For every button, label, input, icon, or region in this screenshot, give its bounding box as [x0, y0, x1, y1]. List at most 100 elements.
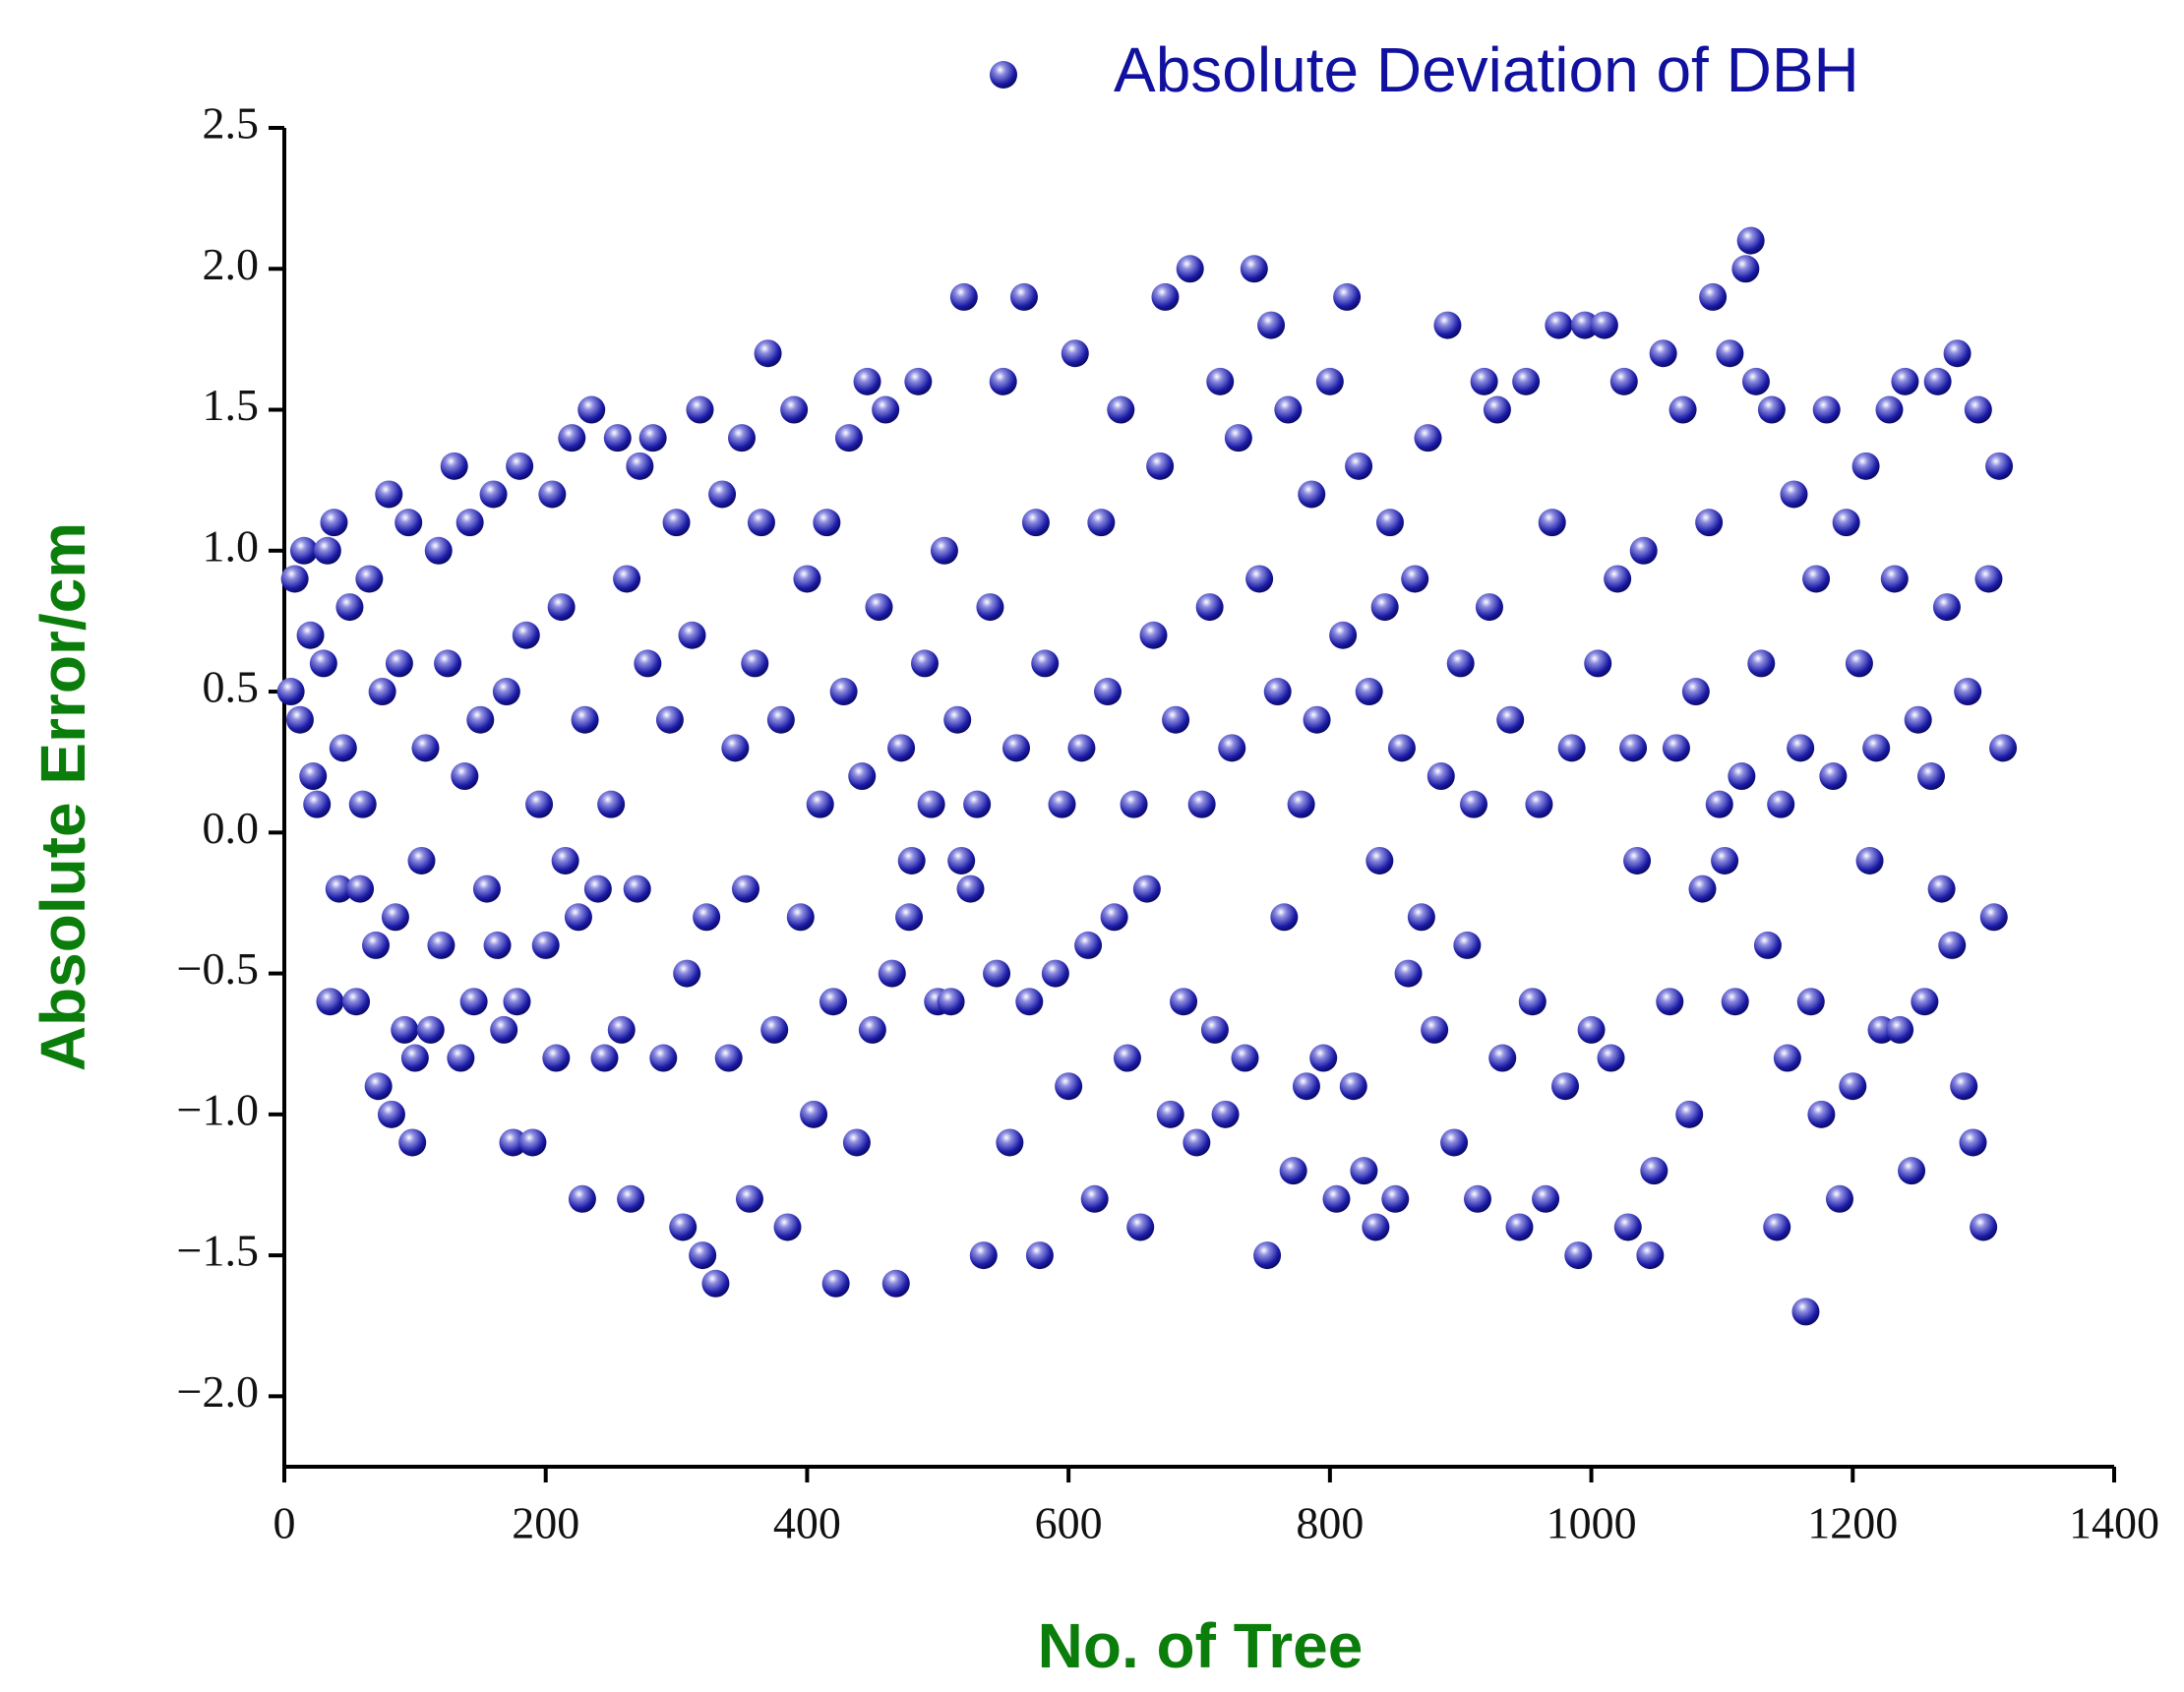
point [416, 1015, 445, 1044]
y-tick-label: 0.0 [203, 803, 260, 853]
x-tick-label: 0 [273, 1498, 296, 1548]
point [1257, 311, 1286, 339]
point [1721, 988, 1749, 1016]
point [1309, 1044, 1338, 1072]
point [1773, 1044, 1801, 1072]
point [335, 593, 364, 622]
point [1763, 1213, 1791, 1241]
point [1604, 565, 1632, 593]
point [1979, 903, 2008, 932]
point [1206, 367, 1235, 395]
point [1570, 311, 1599, 339]
point [1812, 395, 1841, 424]
point [853, 367, 881, 395]
point [289, 536, 318, 565]
point [1974, 565, 2003, 593]
point [564, 903, 592, 932]
point [490, 1015, 518, 1044]
point [434, 649, 462, 678]
point [947, 846, 976, 875]
point [842, 1128, 871, 1157]
point [1551, 1072, 1579, 1101]
point [455, 509, 484, 537]
point [607, 1015, 636, 1044]
point [1964, 395, 1992, 424]
point [662, 509, 691, 537]
point [1851, 452, 1880, 480]
point [1055, 1072, 1083, 1101]
point [1845, 649, 1873, 678]
x-tick-label: 200 [512, 1498, 579, 1548]
y-axis-title: Absolute Error/cm [28, 522, 98, 1071]
point [766, 705, 795, 734]
point [1061, 339, 1089, 368]
y-tick-label: 1.5 [203, 380, 260, 430]
point [1048, 790, 1076, 818]
point [1839, 1072, 1867, 1101]
point [518, 1128, 547, 1157]
point [1681, 678, 1710, 706]
point [806, 790, 834, 818]
point [1943, 339, 1972, 368]
point [1031, 649, 1060, 678]
point [472, 875, 501, 903]
point [1819, 762, 1848, 791]
point [299, 762, 328, 791]
point [1015, 988, 1044, 1016]
point [1826, 1184, 1853, 1213]
point [1139, 621, 1168, 649]
point [634, 649, 662, 678]
point [780, 395, 809, 424]
point [1170, 988, 1198, 1016]
point [276, 678, 305, 706]
point [1446, 649, 1475, 678]
point [1453, 931, 1482, 959]
x-axis-title: No. of Tree [1038, 1610, 1364, 1681]
point [872, 395, 900, 424]
point [1151, 282, 1180, 311]
point [506, 452, 534, 480]
point [649, 1044, 678, 1072]
y-tick-label: 0.5 [203, 662, 260, 712]
point [583, 875, 612, 903]
point [346, 875, 375, 903]
point [1662, 734, 1690, 762]
point [1200, 1015, 1229, 1044]
point [1375, 509, 1404, 537]
point [1218, 734, 1246, 762]
point [969, 1241, 998, 1270]
point [571, 705, 599, 734]
point [499, 1128, 527, 1157]
point [754, 339, 782, 368]
point [1954, 678, 1982, 706]
point [1767, 790, 1795, 818]
point [1613, 1213, 1642, 1241]
point [1496, 705, 1525, 734]
point [1195, 593, 1224, 622]
point [1211, 1100, 1240, 1128]
x-tick-label: 400 [773, 1498, 841, 1548]
point [1387, 734, 1416, 762]
point [821, 1269, 850, 1298]
point [1298, 480, 1326, 509]
point [881, 1269, 910, 1298]
point [531, 931, 560, 959]
point [1394, 959, 1423, 988]
point [1597, 1044, 1625, 1072]
point [1426, 762, 1455, 791]
point [1475, 593, 1503, 622]
point [673, 959, 701, 988]
point [1146, 452, 1175, 480]
point [377, 1100, 405, 1128]
point [800, 1100, 828, 1128]
point [1087, 509, 1116, 537]
point [1414, 424, 1442, 453]
point [1898, 1157, 1926, 1185]
point [897, 846, 926, 875]
point [447, 1044, 475, 1072]
point [440, 452, 468, 480]
point [385, 649, 413, 678]
point [1938, 931, 1967, 959]
point [1584, 649, 1612, 678]
